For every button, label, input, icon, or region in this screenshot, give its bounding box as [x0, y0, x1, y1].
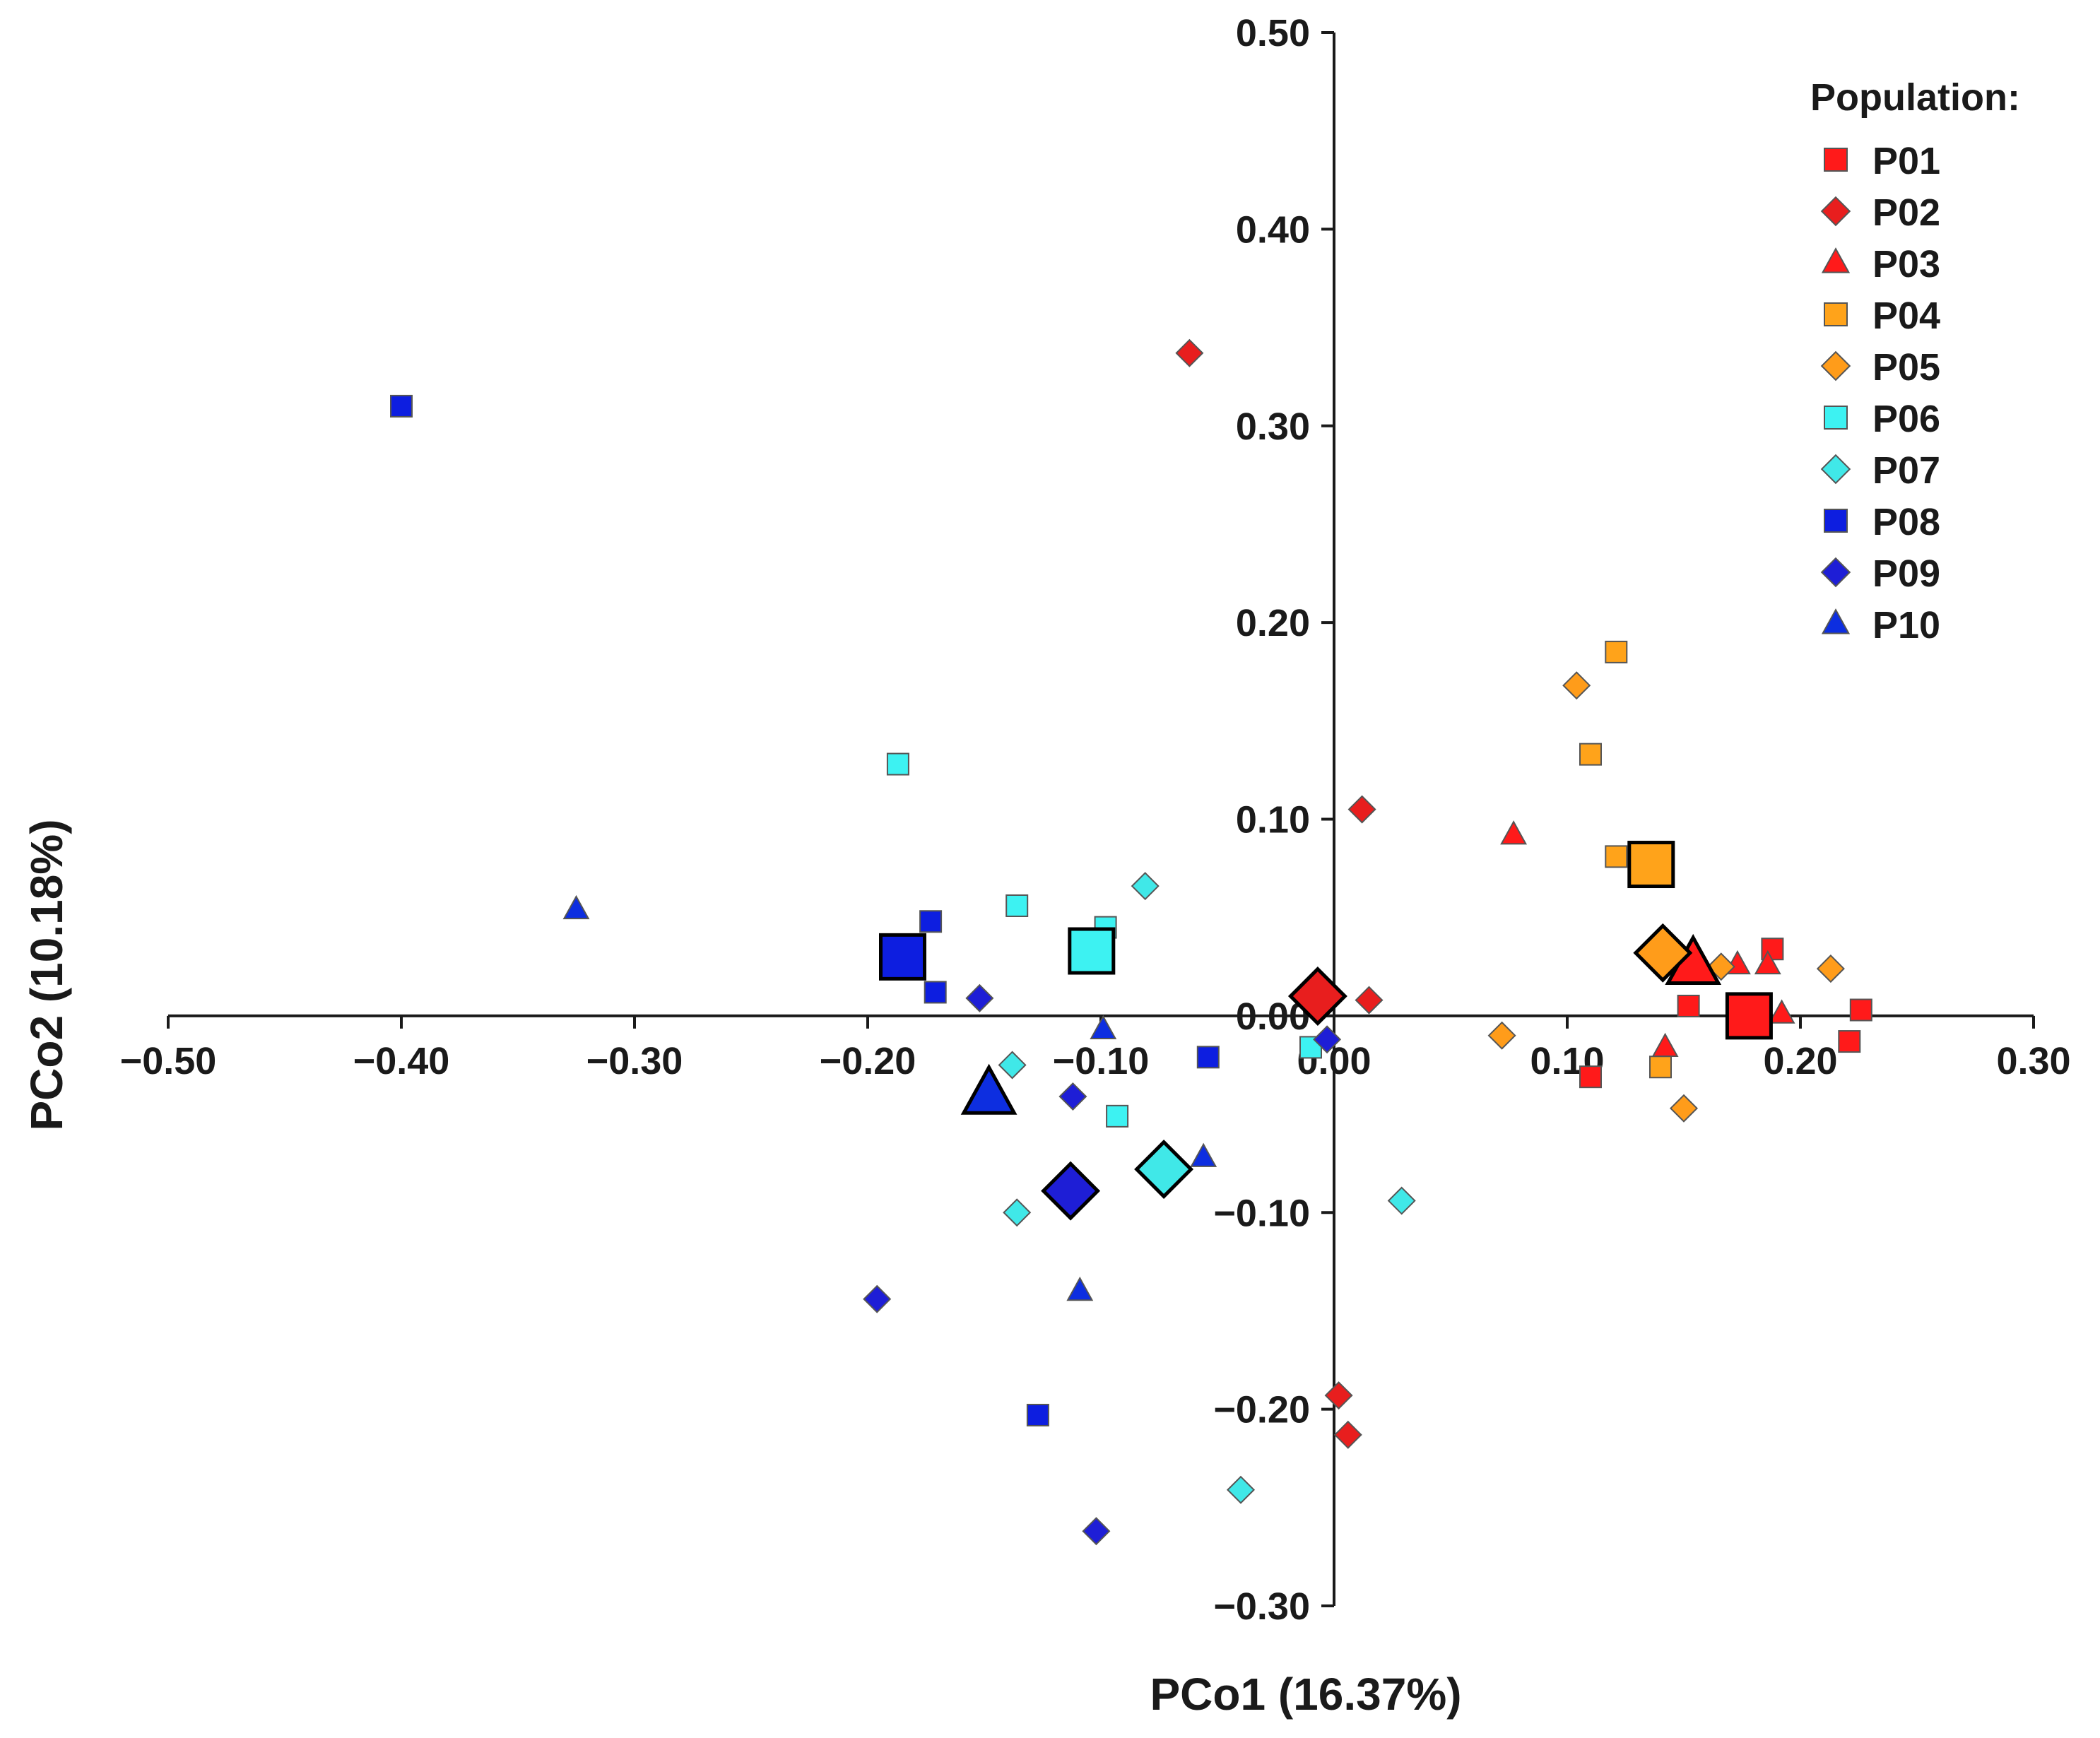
x-tick-label: −0.50: [120, 1040, 217, 1082]
legend-marker-p06: [1824, 406, 1848, 430]
y-tick-label: 0.10: [1236, 799, 1310, 841]
data-point-p09: [1082, 1517, 1111, 1546]
centroid-marker-p07: [1134, 1140, 1194, 1199]
data-point-p06: [886, 752, 909, 776]
legend-marker-p02: [1820, 196, 1851, 227]
data-point-p04: [1649, 1056, 1672, 1079]
legend-label-p05: P05: [1872, 346, 1940, 389]
data-point-p08: [924, 981, 947, 1004]
y-axis-title: PCo2 (10.18%): [21, 819, 72, 1130]
data-point-p01: [1849, 998, 1872, 1022]
data-point-p05: [1562, 671, 1591, 700]
legend-title: Population:: [1810, 76, 2020, 119]
x-tick-label: −0.10: [1053, 1040, 1150, 1082]
data-point-p09: [965, 983, 994, 1012]
data-point-p07: [1131, 872, 1160, 901]
y-tick-label: −0.20: [1213, 1389, 1310, 1431]
data-point-p01: [1579, 1065, 1602, 1089]
y-tick-label: 0.30: [1236, 406, 1310, 448]
centroid-marker-p08: [879, 933, 926, 981]
legend-label-p04: P04: [1872, 295, 1940, 337]
data-point-p05: [1816, 954, 1845, 983]
centroid-marker-p05: [1633, 923, 1693, 983]
legend-label-p02: P02: [1872, 191, 1940, 234]
centroid-marker-p01: [1725, 992, 1773, 1040]
centroid-marker-p09: [1041, 1161, 1101, 1221]
y-tick-label: −0.30: [1213, 1585, 1310, 1628]
legend-marker-p03: [1821, 247, 1851, 273]
data-point-p01: [1677, 994, 1700, 1017]
data-point-p05: [1706, 952, 1735, 981]
points-group: [390, 338, 1872, 1546]
data-point-p04: [1605, 640, 1628, 663]
data-point-p08: [1196, 1046, 1220, 1069]
x-tick-label: −0.30: [586, 1040, 683, 1082]
centroids-group: [879, 841, 1773, 1221]
data-point-p07: [1387, 1186, 1416, 1215]
data-point-p09: [863, 1284, 892, 1313]
centroid-marker-p10: [960, 1063, 1017, 1115]
data-point-p08: [390, 394, 413, 418]
data-point-p09: [1058, 1082, 1087, 1111]
data-point-p03: [1768, 999, 1795, 1024]
y-tick-label: −0.10: [1213, 1192, 1310, 1234]
data-point-p02: [1347, 795, 1376, 824]
legend-marker-p10: [1821, 608, 1851, 634]
y-tick-label: 0.40: [1236, 208, 1310, 251]
data-point-p04: [1605, 845, 1628, 868]
legend-marker-p09: [1820, 557, 1851, 588]
legend-marker-p01: [1824, 148, 1848, 172]
data-point-p10: [1190, 1142, 1217, 1167]
legend-label-p06: P06: [1872, 398, 1940, 440]
data-point-p09: [1313, 1025, 1342, 1054]
data-point-p03: [1500, 820, 1528, 845]
legend-marker-p08: [1824, 509, 1848, 533]
data-point-p02: [1324, 1381, 1353, 1410]
data-point-p06: [1005, 894, 1029, 917]
data-point-p06: [1106, 1104, 1129, 1128]
data-point-p01: [1761, 938, 1784, 961]
data-point-p10: [1090, 1015, 1117, 1039]
data-point-p02: [1333, 1420, 1362, 1449]
x-tick-label: −0.20: [820, 1040, 916, 1082]
centroid-marker-p04: [1627, 841, 1675, 889]
data-point-p03: [1651, 1032, 1679, 1058]
legend-label-p09: P09: [1872, 552, 1940, 595]
data-point-p04: [1579, 743, 1602, 766]
data-point-p02: [1355, 986, 1384, 1015]
legend-label-p03: P03: [1872, 243, 1940, 285]
data-point-p10: [1066, 1276, 1094, 1301]
data-point-p08: [919, 910, 943, 933]
legend-label-p08: P08: [1872, 501, 1940, 543]
data-point-p08: [1026, 1403, 1049, 1426]
x-tick-label: 0.30: [1996, 1040, 2070, 1082]
data-point-p07: [998, 1051, 1027, 1080]
legend-label-p01: P01: [1872, 140, 1940, 182]
y-tick-label: 0.20: [1236, 602, 1310, 644]
data-point-p05: [1669, 1094, 1699, 1123]
centroid-marker-p06: [1068, 927, 1116, 975]
legend-marker-p04: [1824, 302, 1848, 326]
x-tick-label: −0.40: [353, 1040, 450, 1082]
data-point-p02: [1175, 338, 1204, 367]
axes-group: −0.50 −0.40 −0.30 −0.20 −0.10 0.00 0.10 0.20 0.3…: [120, 12, 2071, 1628]
y-tick-label: 0.50: [1236, 12, 1310, 54]
legend: Population: P01 P02 P03 P04 P05 P06 P07 P08 P09 P1…: [1810, 76, 2020, 646]
x-axis-title: PCo1 (16.37%): [1150, 1669, 1461, 1720]
legend-marker-p05: [1820, 350, 1851, 382]
data-point-p03: [1754, 950, 1781, 975]
data-point-p01: [1838, 1030, 1861, 1053]
legend-label-p07: P07: [1872, 449, 1940, 492]
legend-label-p10: P10: [1872, 604, 1940, 646]
data-point-p10: [562, 894, 590, 920]
data-point-p07: [1003, 1198, 1032, 1227]
centroid-marker-p02: [1287, 966, 1347, 1027]
legend-marker-p07: [1820, 454, 1851, 485]
data-point-p07: [1226, 1475, 1256, 1504]
x-tick-label: 0.20: [1763, 1040, 1837, 1082]
data-point-p05: [1487, 1021, 1516, 1050]
